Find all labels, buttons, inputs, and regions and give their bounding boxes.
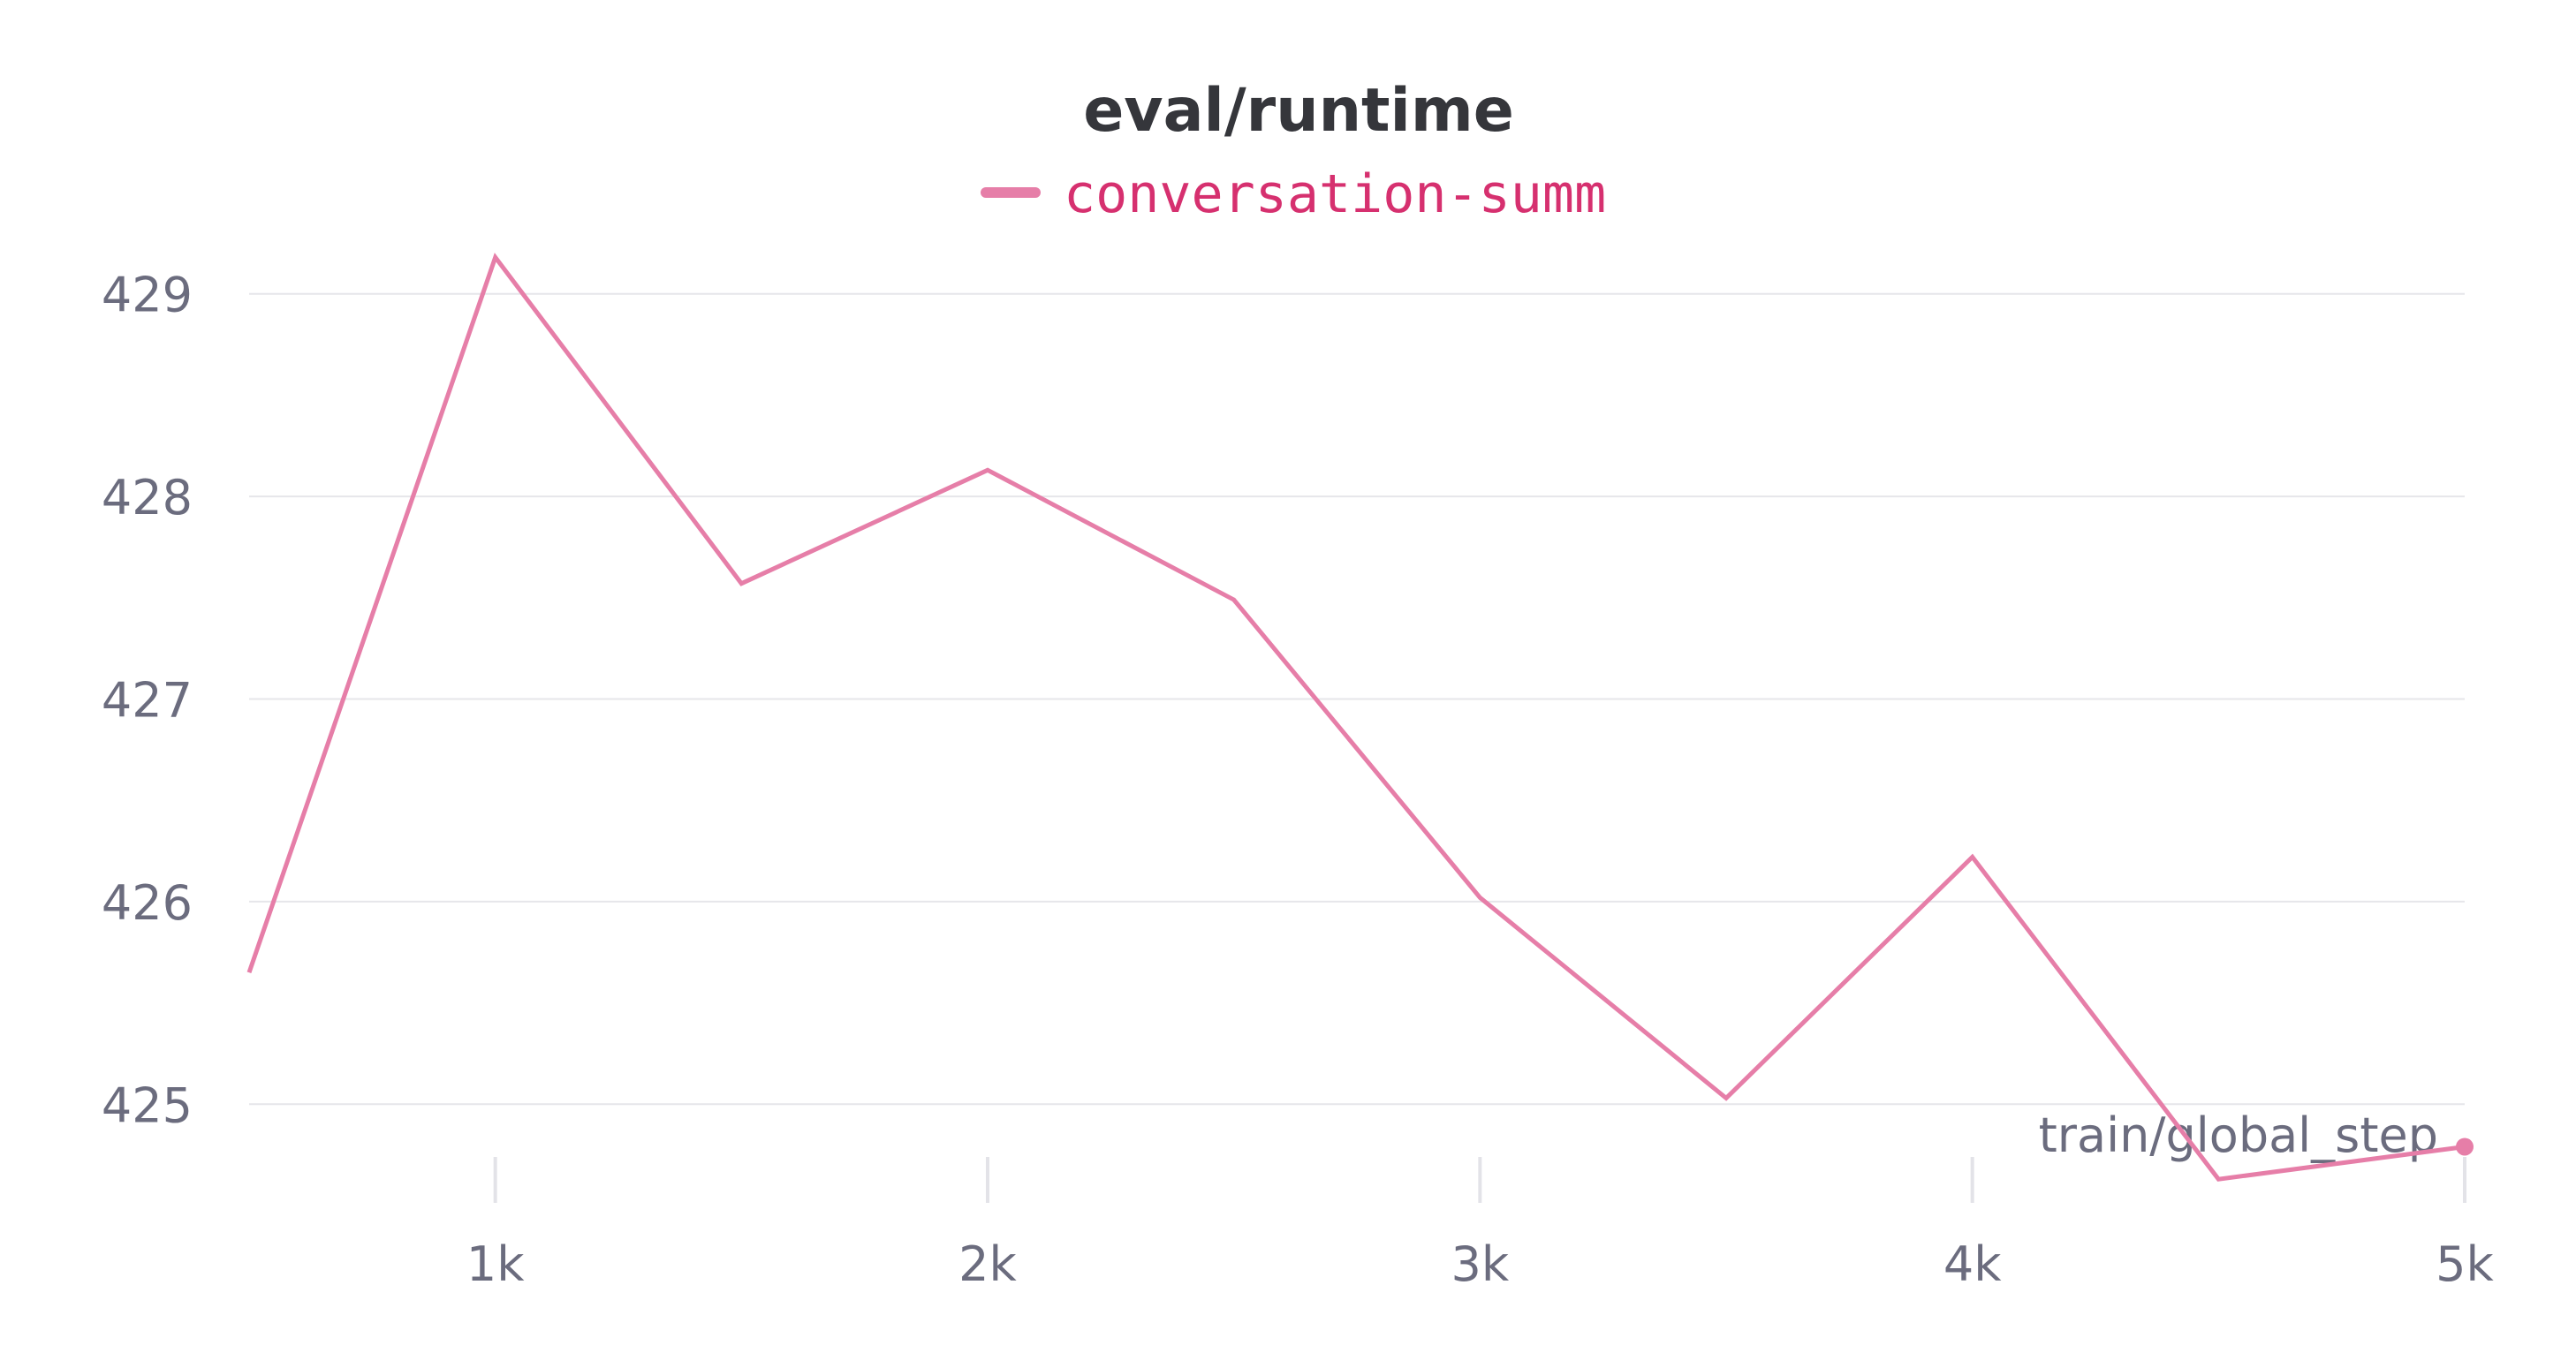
legend[interactable]: conversation-summ	[981, 163, 1606, 225]
x-axis: 1k 2k 3k 4k 5k	[466, 1157, 2495, 1292]
gridlines	[249, 292, 2465, 1106]
x-tick-label: 1k	[466, 1236, 525, 1292]
y-tick-label: 428	[102, 470, 193, 525]
series-end-point[interactable]	[2456, 1138, 2474, 1156]
x-tick-label: 3k	[1451, 1236, 1510, 1292]
series-line[interactable]	[246, 253, 2466, 1182]
series-group	[246, 253, 2474, 1182]
x-tick-label: 5k	[2436, 1236, 2494, 1292]
y-tick-label: 426	[102, 875, 193, 931]
y-axis: 425 426 427 428 429	[102, 268, 193, 1134]
chart-title: eval/runtime	[1083, 76, 1514, 146]
y-tick-label: 427	[102, 673, 193, 729]
y-tick-label: 425	[102, 1077, 193, 1133]
x-tick-label: 4k	[1943, 1236, 2002, 1292]
x-axis-title: train/global_step	[2039, 1107, 2438, 1163]
legend-label: conversation-summ	[1064, 163, 1606, 225]
x-tick-label: 2k	[958, 1236, 1017, 1292]
y-tick-label: 429	[102, 268, 193, 323]
